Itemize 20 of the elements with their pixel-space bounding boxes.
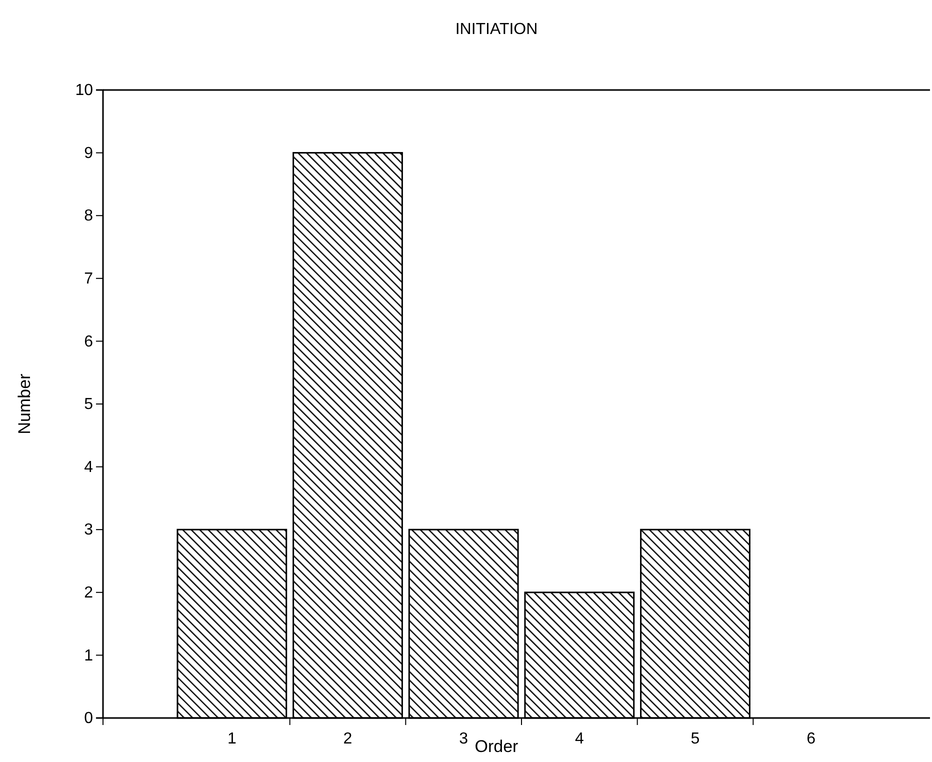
x-tick-label: 2 bbox=[343, 730, 352, 748]
chart-title: INITIATION bbox=[455, 21, 538, 38]
y-tick-label: 4 bbox=[84, 458, 94, 476]
y-tick-label: 5 bbox=[84, 396, 94, 414]
y-axis-title: Number bbox=[15, 373, 34, 434]
x-tick-label: 3 bbox=[459, 730, 468, 748]
y-tick-label: 9 bbox=[84, 144, 94, 162]
y-tick-label: 8 bbox=[84, 208, 94, 225]
y-tick-label: 2 bbox=[84, 584, 94, 602]
x-tick-label: 4 bbox=[574, 730, 584, 748]
y-tick-label: 0 bbox=[84, 710, 94, 728]
y-tick-label: 1 bbox=[84, 647, 94, 664]
x-tick-label: 5 bbox=[690, 730, 700, 748]
x-tick-label: 6 bbox=[806, 730, 816, 748]
y-tick-label: 10 bbox=[75, 82, 94, 100]
y-tick-label: 3 bbox=[84, 522, 94, 539]
x-tick-label: 1 bbox=[227, 730, 236, 748]
y-tick-label: 6 bbox=[84, 333, 94, 350]
x-axis-title: Order bbox=[474, 737, 519, 756]
y-tick-label: 7 bbox=[84, 270, 94, 288]
